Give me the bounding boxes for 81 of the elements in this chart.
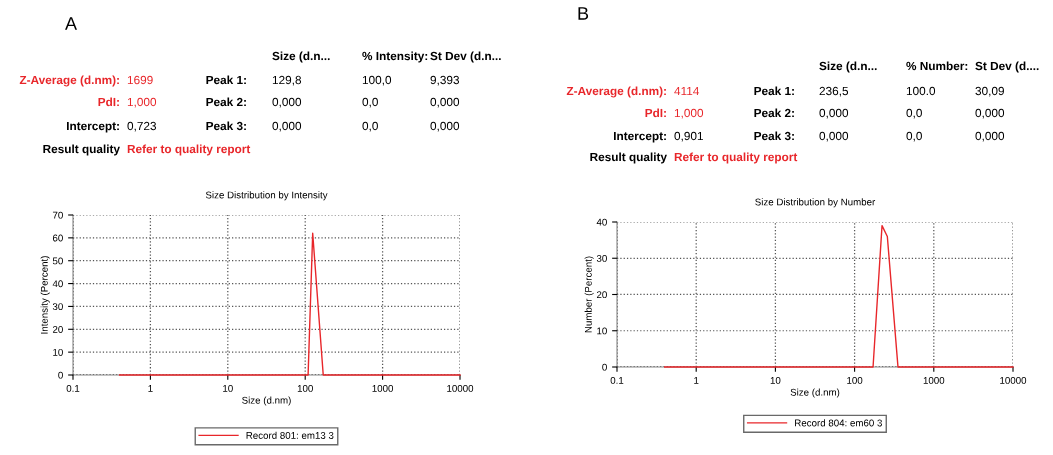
x-tick-label: 0.1 — [66, 384, 80, 392]
text: 0,000 — [819, 131, 849, 142]
text: 30,09 — [975, 86, 1004, 97]
text: 0,0 — [906, 131, 922, 142]
x-tick-label: 10 — [223, 384, 233, 392]
y-tick-label: 0 — [602, 363, 607, 371]
text: Peak 1: — [206, 75, 246, 85]
x-tick-label: 10 — [770, 376, 781, 384]
text: A — [65, 17, 78, 30]
text: 0,0 — [362, 97, 378, 108]
text: Size (d.n... — [272, 51, 330, 63]
y-tick-label: 50 — [52, 257, 63, 265]
x-tick-label: 10000 — [447, 384, 474, 392]
text: Size (d.n... — [819, 61, 877, 73]
y-tick-label: 70 — [52, 211, 63, 219]
text: PdI: — [645, 108, 666, 118]
text: 0,000 — [272, 121, 302, 132]
x-tick-label: 0.1 — [610, 376, 624, 384]
x-tick-label: 1 — [694, 377, 699, 384]
text: 4114 — [674, 86, 700, 96]
text: Refer to quality report — [674, 152, 798, 164]
text: 1699 — [127, 75, 153, 85]
text: Intercept: — [614, 131, 666, 143]
x-tick-label: 10000 — [1000, 376, 1027, 384]
text: 1,000 — [674, 108, 704, 119]
x-axis-title: Size (d.nm) — [790, 388, 840, 398]
text: Refer to quality report — [127, 144, 251, 156]
text: 1,000 — [127, 97, 157, 108]
chart-title: Size Distribution by Intensity — [205, 191, 328, 201]
y-tick-label: 30 — [52, 303, 63, 311]
y-axis-title: Intensity (Percent) — [40, 256, 50, 334]
text: 9,393 — [430, 75, 460, 86]
y-tick-label: 20 — [596, 291, 607, 299]
text: 129,8 — [272, 75, 302, 86]
text: 0,000 — [819, 108, 849, 119]
text: 0,901 — [674, 131, 703, 142]
text: 0,000 — [975, 108, 1005, 119]
text: Intercept: — [67, 121, 119, 133]
text: % Intensity: — [362, 51, 428, 63]
x-tick-label: 100 — [297, 384, 313, 392]
x-tick-label: 100 — [847, 376, 863, 384]
y-tick-label: 40 — [52, 280, 63, 288]
x-tick-label: 1000 — [923, 376, 945, 384]
x-axis-title: Size (d.nm) — [242, 396, 291, 406]
text: B — [578, 7, 589, 20]
text: Result quality — [590, 152, 667, 164]
text: Z-Average (d.nm): — [566, 86, 666, 98]
y-tick-label: 10 — [597, 327, 607, 335]
legend-label: Record 804: em60 3 — [795, 419, 882, 427]
y-tick-label: 40 — [596, 218, 607, 226]
text: Peak 2: — [206, 97, 246, 107]
x-tick-label: 1000 — [372, 384, 394, 392]
y-tick-label: 60 — [52, 234, 63, 242]
text: 236,5 — [819, 86, 849, 97]
text: 0,000 — [430, 121, 460, 132]
y-tick-label: 0 — [58, 371, 63, 379]
text: 0,723 — [127, 121, 157, 132]
x-tick-label: 1 — [148, 385, 153, 392]
text: 0,0 — [906, 108, 922, 119]
text: Peak 2: — [754, 108, 794, 118]
text: St Dev (d.n... — [430, 51, 501, 63]
text: Peak 1: — [754, 86, 794, 96]
text: 0,0 — [362, 121, 378, 132]
text: Result quality — [43, 144, 120, 156]
legend-label: Record 801: em13 3 — [246, 431, 334, 439]
text: Z-Average (d.nm): — [19, 75, 119, 87]
text: St Dev (d.... — [975, 61, 1039, 73]
y-tick-label: 30 — [596, 254, 607, 262]
text: 100.0 — [906, 86, 936, 96]
text: 0,000 — [975, 131, 1005, 142]
text: 0,000 — [272, 97, 302, 108]
text: 100,0 — [362, 75, 392, 86]
y-tick-label: 10 — [53, 348, 63, 356]
text: PdI: — [98, 97, 119, 107]
chart-title: Size Distribution by Number — [755, 198, 876, 208]
text: Peak 3: — [206, 121, 246, 131]
text: 0,000 — [430, 97, 460, 108]
y-axis-title: Number (Percent) — [584, 256, 594, 333]
y-tick-label: 20 — [52, 326, 63, 333]
text: Peak 3: — [754, 131, 794, 141]
text: % Number: — [906, 61, 968, 71]
